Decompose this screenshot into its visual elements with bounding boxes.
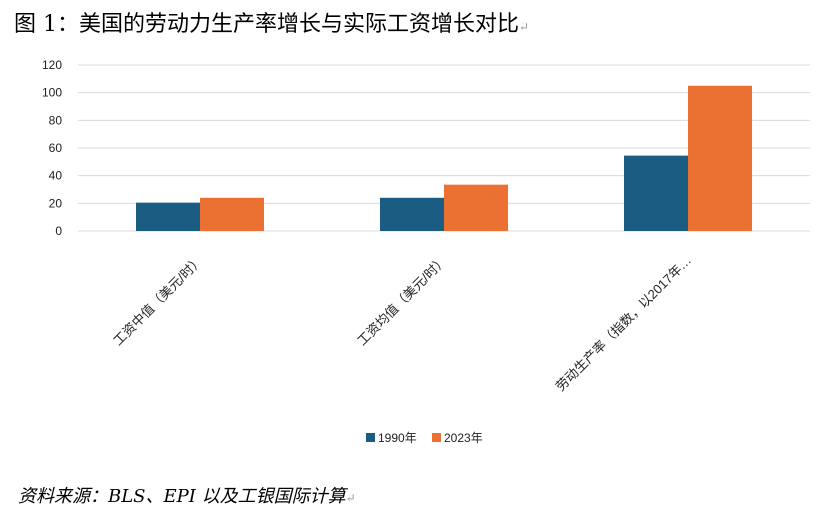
y-tick-label: 80: [49, 113, 63, 127]
bar: [688, 85, 752, 231]
legend-label: 1990年: [378, 431, 417, 445]
x-tick-label: 工资均值（美元/时）: [354, 253, 450, 349]
source-note: 资料来源：BLS、EPI 以及工银国际计算↵: [18, 486, 356, 507]
y-tick-label: 20: [49, 196, 63, 210]
bar: [200, 197, 264, 231]
y-axis: 0 20 40 60 80 100 120: [42, 58, 62, 238]
y-tick-label: 60: [49, 141, 63, 155]
y-tick-label: 120: [42, 58, 62, 72]
bar: [624, 155, 688, 231]
legend-label: 2023年: [444, 431, 483, 445]
x-tick-label: 工资中值（美元/时）: [110, 253, 206, 349]
legend: 1990年 2023年: [366, 431, 483, 445]
x-axis: 工资中值（美元/时） 工资均值（美元/时） 劳动生产率（指数，以2017年…: [110, 253, 694, 394]
y-tick-label: 100: [42, 86, 62, 100]
y-tick-label: 0: [55, 224, 62, 238]
y-tick-label: 40: [49, 169, 63, 183]
legend-swatch: [366, 433, 375, 442]
bar: [136, 202, 200, 231]
bar: [380, 197, 444, 231]
chart-title: 图 1：美国的劳动力生产率增长与实际工资增长对比↵: [14, 12, 530, 37]
bar: [444, 184, 508, 231]
legend-swatch: [432, 433, 441, 442]
bar-chart: 0 20 40 60 80 100 120 工资中值（美元/时） 工资均值（美元/时） 劳动生产…: [42, 58, 810, 445]
x-tick-label: 劳动生产率（指数，以2017年…: [553, 253, 694, 394]
bars: [136, 85, 752, 231]
